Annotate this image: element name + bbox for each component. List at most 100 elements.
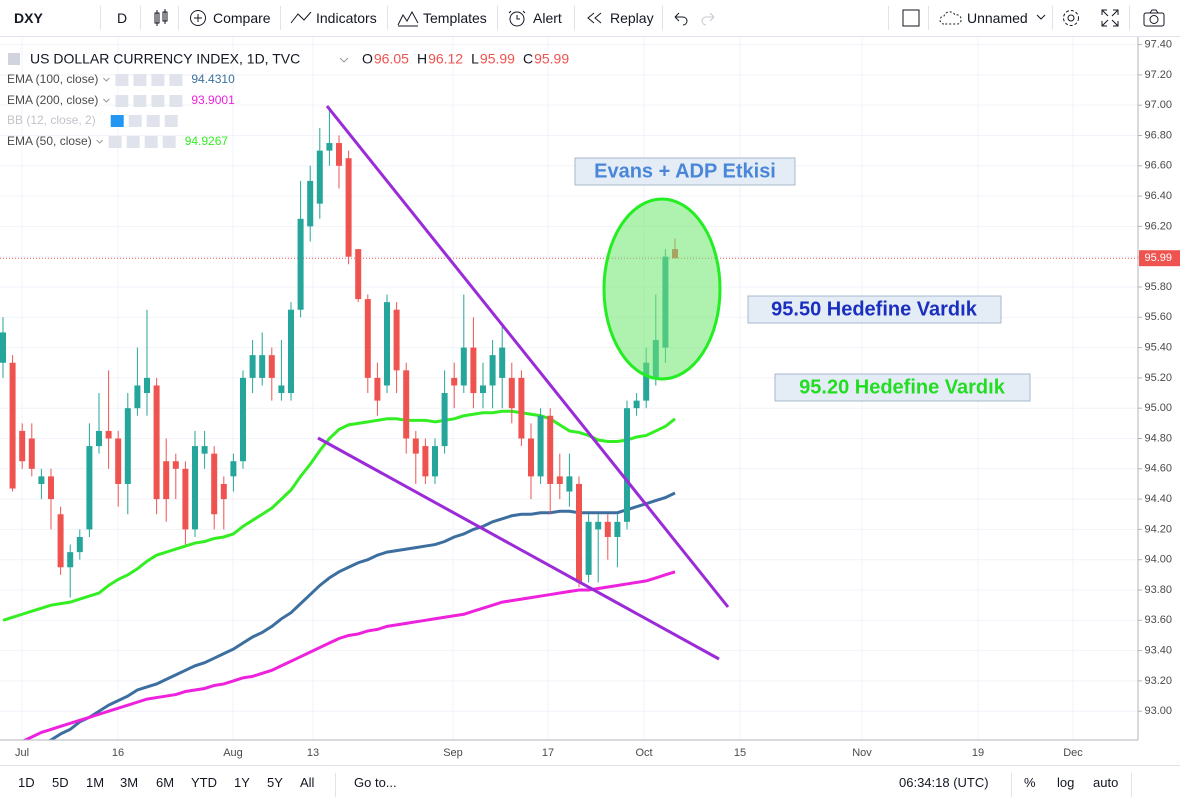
compare-icon[interactable]: [189, 9, 207, 27]
y-tick-label: 93.00: [1144, 705, 1172, 717]
y-tick-label: 97.40: [1144, 38, 1172, 50]
templates[interactable]: Templates: [423, 10, 487, 26]
separator: [1052, 6, 1053, 30]
y-tick-label: 95.60: [1144, 311, 1172, 323]
dropdown-arrow: [103, 98, 110, 103]
replay[interactable]: Replay: [610, 10, 654, 26]
expand-icon[interactable]: [1101, 9, 1119, 27]
candle-body: [48, 476, 54, 500]
annotation-box: [747, 295, 1002, 324]
interval[interactable]: D: [117, 10, 128, 26]
y-tick-label: 95.00: [1144, 402, 1172, 414]
legend-button: [126, 136, 140, 148]
legend-button: [115, 95, 129, 107]
candle-body: [19, 430, 26, 462]
range-button[interactable]: 1D: [18, 775, 35, 790]
cloud-icon[interactable]: [939, 10, 963, 26]
legend-button: [151, 74, 165, 86]
range-button[interactable]: 3M: [120, 775, 139, 790]
range-button[interactable]: YTD: [191, 775, 217, 790]
trend-line: [317, 436, 720, 661]
range-button[interactable]: All: [300, 775, 315, 790]
separator: [335, 773, 336, 797]
y-tick-label: 96.60: [1144, 160, 1172, 172]
candle-body: [57, 514, 64, 568]
templates-icon[interactable]: [397, 9, 419, 27]
candle-body: [576, 483, 582, 583]
snapshot-icon[interactable]: [1143, 9, 1165, 27]
legend-button: [133, 95, 147, 107]
dropdown-arrow: [96, 139, 104, 144]
range-button[interactable]: 6M: [156, 775, 175, 790]
candle-body: [393, 309, 400, 371]
candle-body: [345, 158, 352, 257]
ohlc-letter: C: [523, 51, 533, 67]
candle-body: [76, 536, 83, 553]
candle-body: [96, 430, 102, 447]
candle-body: [566, 476, 573, 492]
chart-style-icon[interactable]: [152, 9, 170, 27]
legend: US DOLLAR CURRENCY INDEX, 1D, TVC O 96.05…: [7, 51, 569, 148]
legend-button: [115, 74, 129, 86]
indicators-icon[interactable]: [290, 9, 312, 27]
candle-body: [412, 438, 419, 454]
range-button[interactable]: 5Y: [267, 775, 283, 790]
highlight-ellipse: [602, 197, 722, 381]
candle-body: [249, 355, 256, 378]
settings-icon[interactable]: [1061, 8, 1081, 28]
candle-layer: [0, 108, 678, 598]
candle-body: [201, 446, 208, 454]
candle-body: [384, 302, 390, 386]
layout-name[interactable]: Unnamed: [967, 10, 1028, 26]
alert-icon[interactable]: [507, 8, 527, 28]
ohlc-value: 95.99: [480, 51, 515, 67]
candle-body: [460, 347, 467, 386]
chart-title: US DOLLAR CURRENCY INDEX, 1D, TVC: [30, 51, 300, 67]
candle-body: [403, 370, 410, 439]
candle-body: [67, 552, 74, 568]
chart: Evans + ADP Etkisi 95.50 Hedefine Vardık…: [0, 37, 1180, 759]
dropdown-arrow[interactable]: [339, 57, 349, 63]
separator: [100, 6, 101, 30]
last-price-label: 95.99: [1144, 252, 1172, 264]
log-toggle[interactable]: log: [1057, 775, 1075, 790]
candle-body: [278, 385, 285, 394]
x-tick-label: Oct: [635, 747, 652, 759]
trend-line: [325, 105, 730, 608]
range-button[interactable]: 1M: [86, 775, 105, 790]
legend-button: [110, 115, 124, 127]
alert[interactable]: Alert: [533, 10, 562, 26]
goto[interactable]: Go to...: [354, 775, 397, 790]
candle-body: [643, 362, 650, 401]
candle-body: [86, 446, 93, 530]
candle-body: [230, 461, 237, 477]
range-button[interactable]: 5D: [52, 775, 69, 790]
legend-button: [164, 115, 178, 127]
range-button[interactable]: 1Y: [234, 775, 250, 790]
y-tick-label: 94.20: [1144, 523, 1172, 535]
annotation: Evans + ADP Etkisi: [594, 160, 776, 182]
candle-body: [153, 385, 160, 500]
ema-line: [21, 570, 676, 740]
ohlc-letter: H: [417, 51, 427, 67]
symbol-icon: [8, 53, 20, 65]
candle-body: [547, 415, 554, 484]
auto-toggle[interactable]: auto: [1093, 775, 1119, 790]
candle-body: [0, 332, 6, 363]
series-layer: [2, 409, 676, 740]
x-tick-label: 17: [542, 747, 554, 759]
undo-redo[interactable]: [672, 10, 722, 26]
symbol[interactable]: DXY: [14, 10, 43, 26]
legend-button: [151, 95, 165, 107]
replay-icon[interactable]: [586, 10, 604, 26]
fullscreen-box[interactable]: [902, 9, 920, 27]
percent-toggle[interactable]: %: [1024, 775, 1036, 790]
separator: [928, 6, 929, 30]
dropdown-arrow[interactable]: [1036, 14, 1046, 22]
y-tick-label: 93.40: [1144, 645, 1172, 657]
indicators[interactable]: Indicators: [316, 10, 377, 26]
compare[interactable]: Compare: [213, 10, 271, 26]
last-price-box: [1139, 250, 1180, 267]
candle-body: [115, 438, 122, 484]
